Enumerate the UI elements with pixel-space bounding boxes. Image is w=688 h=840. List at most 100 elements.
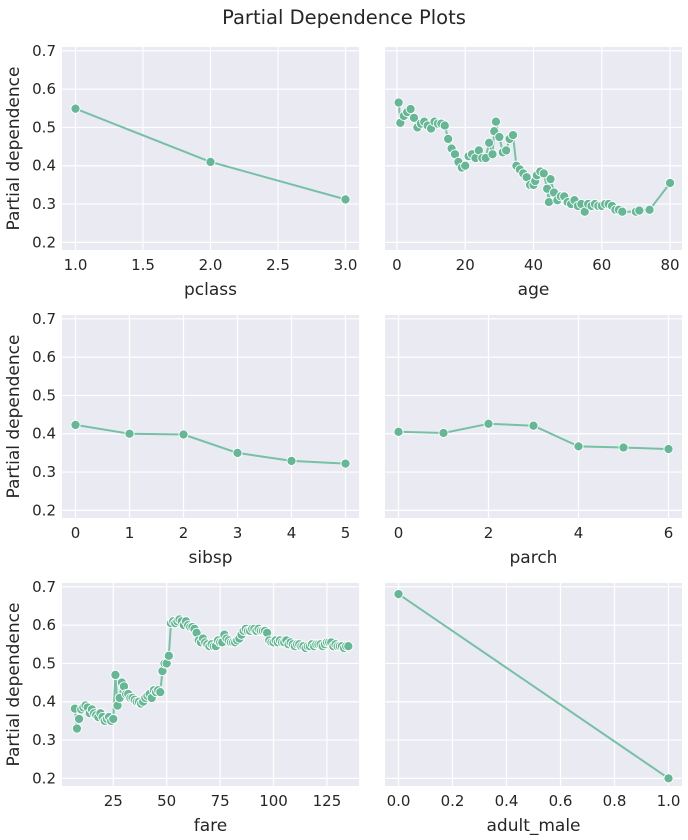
y-tick-label: 0.7 xyxy=(32,42,56,60)
data-point xyxy=(124,428,135,439)
data-point xyxy=(663,773,674,784)
data-point xyxy=(494,131,505,143)
x-tick-label: 60 xyxy=(592,256,611,274)
y-tick-label: 0.2 xyxy=(32,233,56,251)
series-line xyxy=(397,593,670,780)
x-tick-label: 0.0 xyxy=(387,792,411,810)
data-point xyxy=(538,168,549,179)
series-line xyxy=(75,423,346,465)
subplot-fare: 25 50 75 100 125 0.2 0.3 0.4 0.5 0.6 0.7 fare Partia… xyxy=(4,578,359,836)
x-tick-label: 20 xyxy=(456,256,475,274)
data-point xyxy=(393,97,404,108)
y-axis-label: Partial dependence xyxy=(4,67,24,231)
data-point xyxy=(545,174,556,185)
y-tick-label: 0.6 xyxy=(32,348,56,366)
subplot-parch: 0 2 4 6 parch xyxy=(385,315,682,568)
data-point xyxy=(490,116,501,127)
data-point xyxy=(340,194,351,205)
data-point xyxy=(286,455,297,466)
x-tick-label: 75 xyxy=(211,792,230,810)
data-point xyxy=(71,723,83,734)
x-tick-label: 0 xyxy=(71,524,81,542)
x-axis-label: sibsp xyxy=(188,548,232,568)
x-axis-label: fare xyxy=(194,816,227,836)
x-tick-label: 1.0 xyxy=(657,792,681,810)
x-tick-label: 6 xyxy=(664,524,674,542)
data-point xyxy=(484,137,495,148)
data-point xyxy=(408,112,420,123)
data-point xyxy=(393,426,404,437)
data-point xyxy=(438,427,449,439)
y-tick-label: 0.3 xyxy=(32,731,56,749)
y-tick-label: 0.7 xyxy=(32,578,56,596)
data-point xyxy=(443,133,454,144)
x-tick-label: 25 xyxy=(104,792,123,810)
y-tick-label: 0.3 xyxy=(32,195,56,213)
x-tick-label: 0 xyxy=(392,256,402,274)
x-tick-label: 5 xyxy=(341,524,351,542)
y-tick-label: 0.5 xyxy=(32,654,56,672)
x-tick-label: 3 xyxy=(233,524,243,542)
y-tick-label: 0.2 xyxy=(32,769,56,787)
y-axis-label: Partial dependence xyxy=(4,335,24,499)
data-point xyxy=(644,204,655,215)
x-tick-label: 1 xyxy=(125,524,135,542)
x-tick-label: 50 xyxy=(157,792,176,810)
x-tick-label: 2 xyxy=(179,524,189,542)
data-point xyxy=(70,419,81,430)
x-tick-label: 1.5 xyxy=(131,256,155,274)
x-tick-label: 125 xyxy=(313,792,342,810)
y-tick-label: 0.2 xyxy=(32,501,56,519)
x-tick-label: 0.2 xyxy=(441,792,465,810)
data-point xyxy=(634,205,645,216)
y-tick-label: 0.7 xyxy=(32,310,56,328)
y-axis-label: Partial dependence xyxy=(4,603,24,767)
x-tick-label: 2 xyxy=(484,524,494,542)
plot-area xyxy=(62,583,359,786)
y-tick-label: 0.3 xyxy=(32,463,56,481)
x-tick-label: 1.0 xyxy=(64,256,88,274)
y-tick-label: 0.4 xyxy=(32,693,56,711)
plot-area xyxy=(62,315,359,518)
data-point xyxy=(405,103,416,115)
y-tick-label: 0.5 xyxy=(32,118,56,136)
data-point xyxy=(340,458,351,469)
data-point xyxy=(507,130,519,141)
data-point xyxy=(232,447,243,458)
data-point xyxy=(343,641,354,652)
x-tick-label: 4 xyxy=(574,524,584,542)
data-point xyxy=(573,441,584,452)
x-tick-label: 0 xyxy=(394,524,404,542)
x-axis-label: parch xyxy=(510,548,558,568)
x-axis-label: pclass xyxy=(184,280,237,300)
y-tick-label: 0.6 xyxy=(32,80,56,98)
data-point xyxy=(110,669,121,680)
x-tick-label: 3.0 xyxy=(334,256,358,274)
data-point xyxy=(501,145,512,156)
x-tick-label: 2.5 xyxy=(266,256,290,274)
x-tick-label: 80 xyxy=(661,256,680,274)
plot-area xyxy=(385,315,682,518)
data-point xyxy=(108,713,119,725)
x-tick-label: 4 xyxy=(287,524,297,542)
data-point xyxy=(393,589,404,600)
data-point xyxy=(460,160,471,171)
x-axis-label: age xyxy=(518,280,550,300)
y-tick-label: 0.4 xyxy=(32,157,56,175)
data-point xyxy=(665,177,676,189)
subplot-adult_male: 0.0 0.2 0.4 0.6 0.8 1.0 adult_male xyxy=(385,583,682,836)
y-tick-label: 0.4 xyxy=(32,425,56,443)
x-tick-label: 40 xyxy=(524,256,543,274)
data-point xyxy=(663,444,674,455)
x-tick-label: 0.4 xyxy=(495,792,519,810)
x-axis-label: adult_male xyxy=(486,816,580,836)
x-tick-label: 0.8 xyxy=(603,792,627,810)
x-tick-label: 100 xyxy=(259,792,288,810)
data-point xyxy=(155,687,166,698)
figure-title: Partial Dependence Plots xyxy=(222,6,466,29)
data-point xyxy=(487,149,498,160)
y-tick-label: 0.6 xyxy=(32,616,56,634)
subplot-pclass: 1.0 1.5 2.0 2.5 3.0 0.2 0.3 0.4 0.5 0.6 0.7 pclass P… xyxy=(4,42,359,300)
data-point xyxy=(483,418,494,429)
